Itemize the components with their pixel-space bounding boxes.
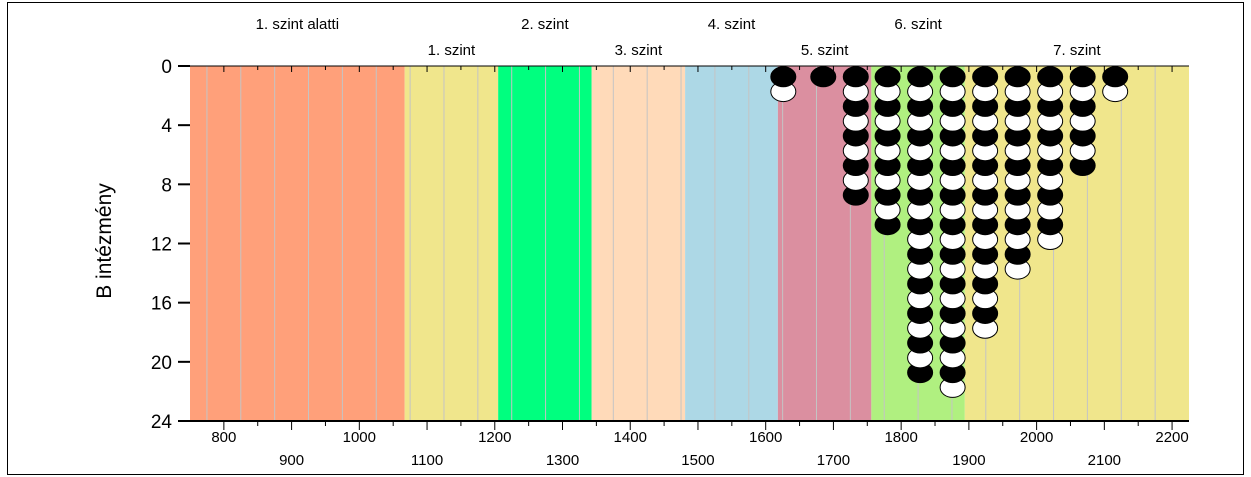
marker — [1037, 66, 1064, 88]
marker — [842, 66, 869, 88]
y-tick-label: 16 — [151, 294, 172, 315]
band-label-8: 7. szint — [1053, 42, 1101, 59]
x-tick-label: 2000 — [1020, 429, 1053, 446]
x-tick-label: 1000 — [343, 429, 376, 446]
x-tick-label: 1100 — [411, 452, 443, 469]
marker — [939, 66, 966, 88]
marker — [810, 66, 837, 88]
band-5 — [685, 66, 778, 421]
x-tick-label: 800 — [211, 429, 236, 446]
marker — [770, 66, 797, 88]
band-3 — [498, 66, 592, 421]
x-tick-label: 2200 — [1155, 429, 1188, 446]
y-tick-label: 12 — [151, 235, 172, 256]
y-tick-label: 0 — [161, 57, 172, 78]
x-tick-label: 1400 — [614, 429, 647, 446]
band-4 — [591, 66, 686, 421]
marker — [1004, 66, 1031, 88]
y-axis-label: B intézmény — [93, 183, 116, 299]
marker — [874, 66, 901, 88]
band-1 — [190, 66, 405, 421]
marker — [907, 66, 934, 88]
band-label-6: 5. szint — [801, 42, 849, 59]
markers — [770, 66, 1129, 398]
band-label-4: 3. szint — [615, 42, 663, 59]
y-tick-label: 4 — [161, 116, 172, 137]
band-label-2: 1. szint — [428, 42, 476, 59]
band-2 — [404, 66, 499, 421]
x-tick-label: 1200 — [478, 429, 511, 446]
y-tick-label: 20 — [151, 353, 172, 374]
labels: 1. szint alatti 1. szint 2. szint 3. szint 4… — [151, 16, 1189, 469]
x-tick-label: 1700 — [817, 452, 850, 469]
axes — [178, 65, 1189, 430]
x-tick-label: 1600 — [749, 429, 782, 446]
x-tick-label: 1500 — [681, 452, 714, 469]
x-tick-label: 1300 — [546, 452, 579, 469]
marker — [972, 66, 999, 88]
band-label-3: 2. szint — [521, 16, 569, 33]
x-tick-label: 1800 — [884, 429, 917, 446]
x-tick-label: 1900 — [952, 452, 985, 469]
y-tick-label: 24 — [151, 412, 173, 433]
band-label-5: 4. szint — [708, 16, 756, 33]
band-label-7: 6. szint — [894, 16, 942, 33]
x-tick-label: 2100 — [1088, 452, 1121, 469]
y-tick-label: 8 — [161, 175, 172, 196]
marker — [1102, 66, 1129, 88]
x-tick-label: 900 — [279, 452, 304, 469]
marker — [1069, 66, 1096, 88]
band-label-1: 1. szint alatti — [256, 16, 339, 33]
